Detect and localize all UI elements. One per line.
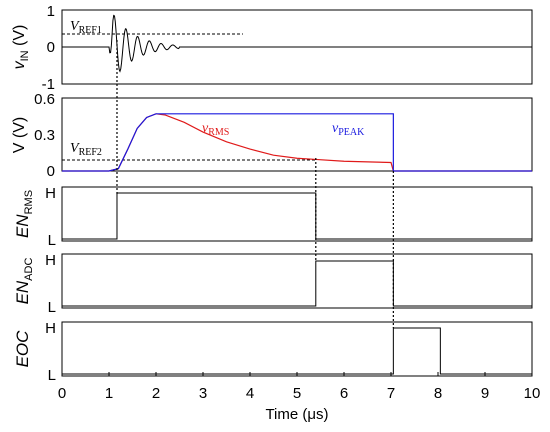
x-tick-label: 9 [481,385,489,402]
plot-content [61,14,533,376]
x-axis-label: Time (μs) [265,406,328,423]
v-ytick-0.6: 0.6 [34,91,55,108]
x-tick-label: 4 [246,385,254,402]
panel-enadc-frame [61,253,533,309]
enrms-ytick-h: H [45,185,56,202]
x-tick-label: 7 [387,385,395,402]
vpeak-series-line [62,113,532,172]
x-tick-label: 8 [434,385,442,402]
vpeak-label: vPEAK [332,121,365,138]
panel-enrms-frame [61,186,533,242]
vin-ytick-1: 1 [47,3,55,20]
v-ylabel: V (V) [11,117,28,153]
enadc-ylabel: ENADC [13,258,35,305]
x-tick-label: 0 [58,385,66,402]
vin-series-line [62,14,532,73]
vref1-label: VREF1 [70,19,102,36]
v-ytick-0.3: 0.3 [34,127,55,144]
vrms-label: vRMS [202,121,229,138]
vin-ytick-0: 0 [47,39,55,56]
enadc-ytick-l: L [48,299,56,316]
eoc-ytick-l: L [48,367,56,384]
x-tick-label: 6 [340,385,348,402]
v-ytick-0: 0 [47,163,55,180]
eoc-ylabel: EOC [13,330,32,368]
vref2-label: VREF2 [70,141,102,158]
enrms-digital-line [62,192,532,240]
panel-eoc-frame [61,321,533,377]
enrms-ylabel: ENRMS [13,190,35,238]
vin-ylabel: vIN (V) [11,25,31,70]
x-tick-label: 2 [152,385,160,402]
x-tick-label: 1 [105,385,113,402]
x-tick-label: 5 [293,385,301,402]
x-tick-labels: 0 1 2 3 4 5 6 7 8 9 10 [58,385,541,402]
panel-v-frame [61,97,533,172]
vrms-series-line [62,113,532,172]
enrms-ytick-l: L [48,232,56,249]
eoc-digital-line [62,327,532,375]
enadc-digital-line [62,260,532,307]
x-tick-label: 10 [524,385,541,402]
enadc-ytick-h: H [45,252,56,269]
eoc-ytick-h: H [45,320,56,337]
vin-ytick-neg1: -1 [42,76,55,93]
x-tick-label: 3 [199,385,207,402]
